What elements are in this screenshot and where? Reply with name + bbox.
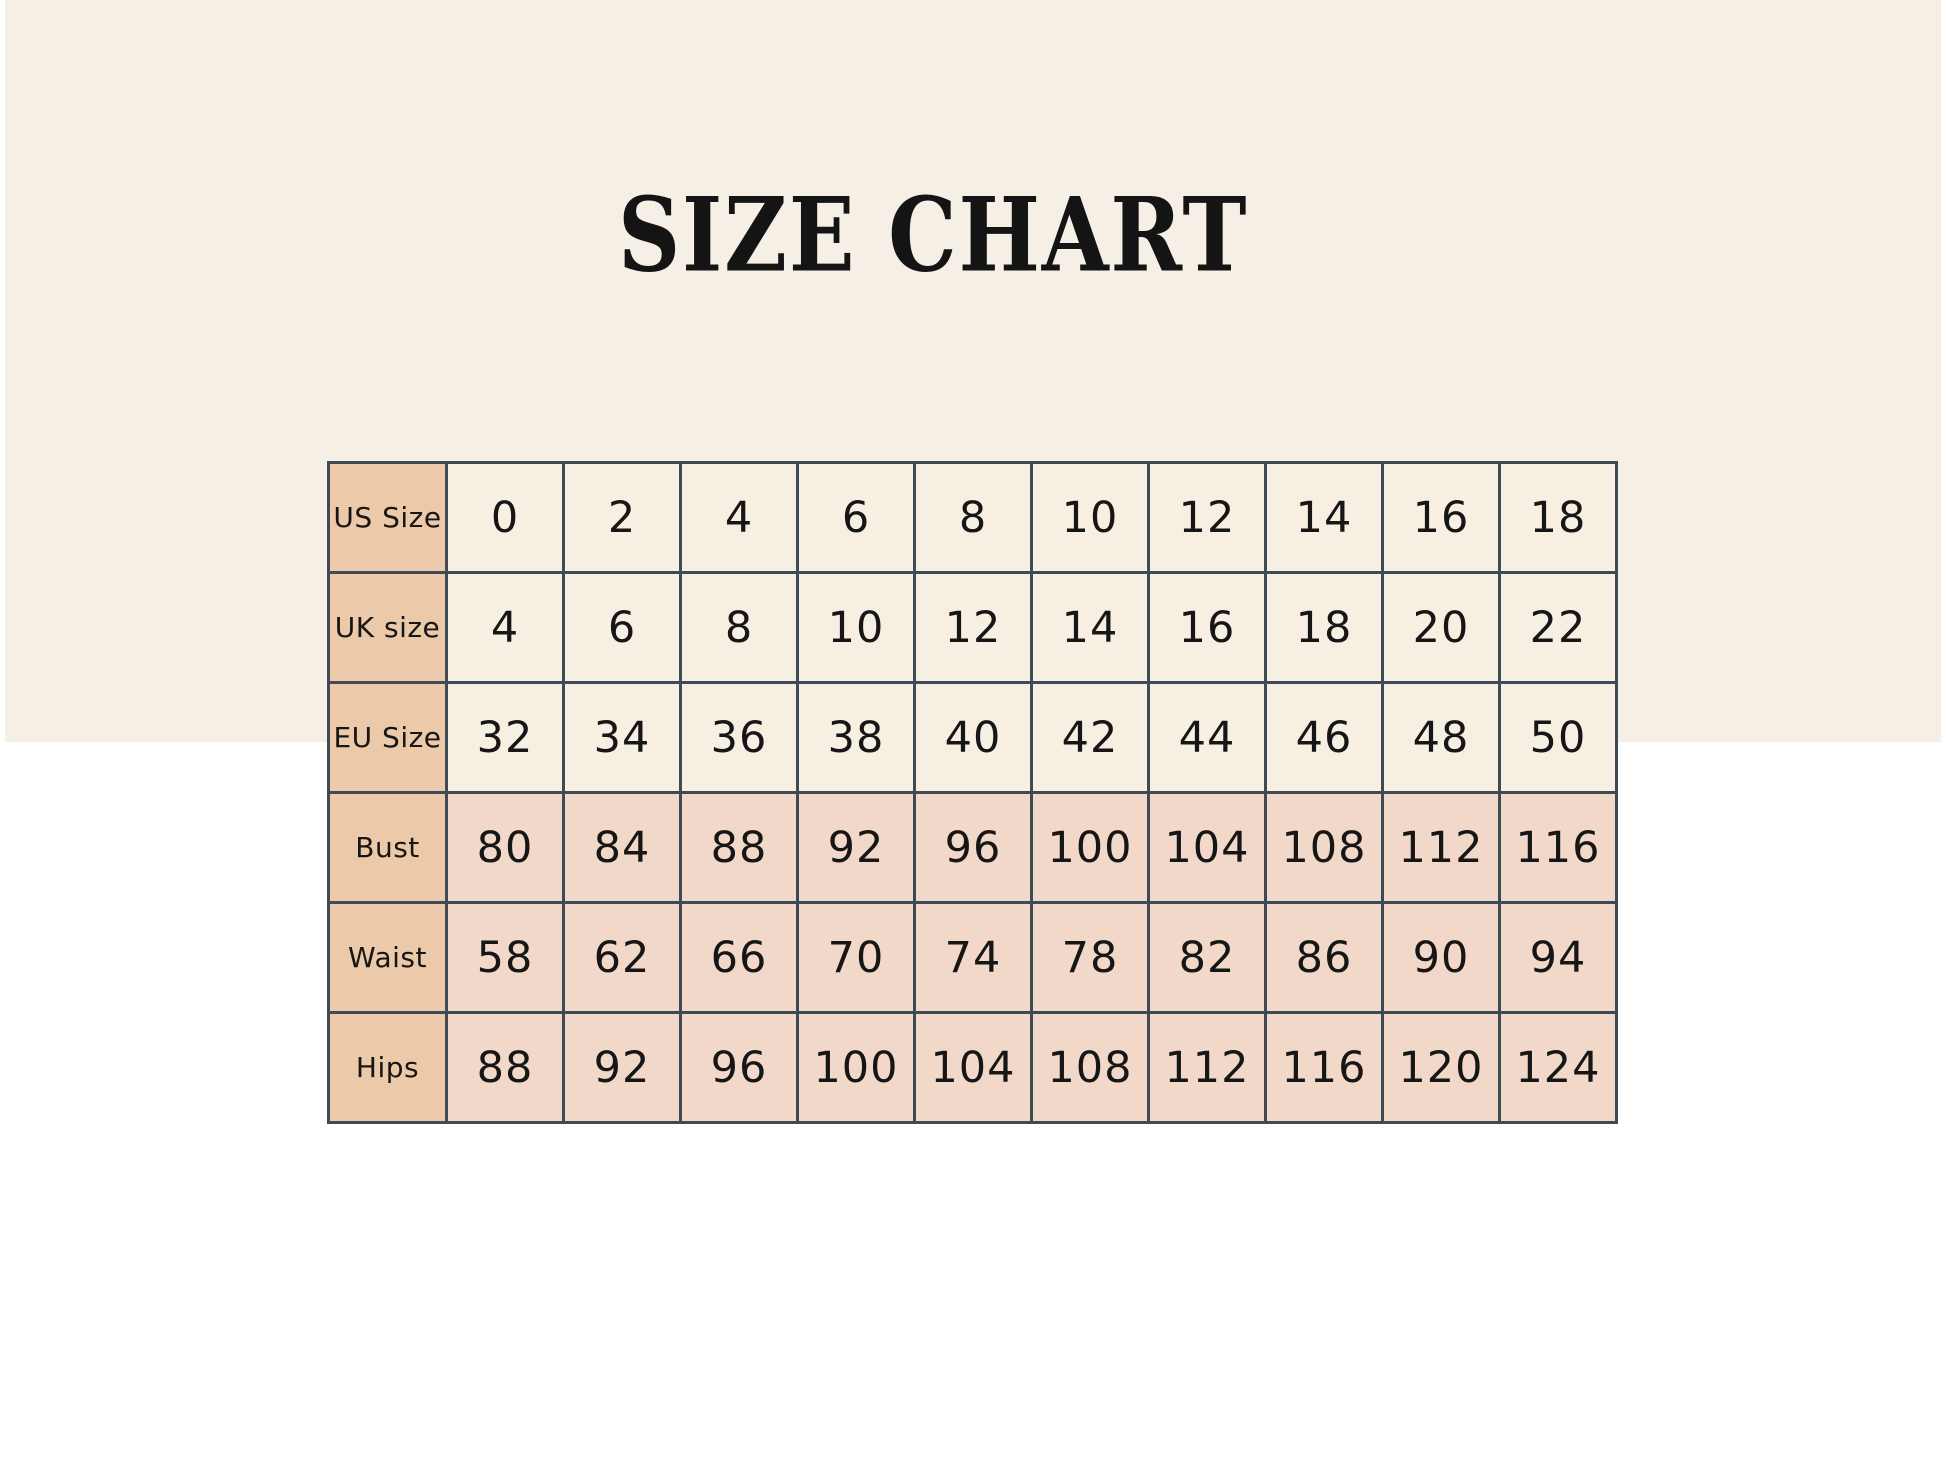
size-value-cell: 62: [562, 901, 682, 1014]
table-row-bust: Bust 80 84 88 92 96 100 104 108 112 116: [327, 791, 1618, 904]
size-value-cell: 18: [1264, 571, 1384, 684]
table-row-us-size: US Size 0 2 4 6 8 10 12 14 16 18: [327, 461, 1618, 574]
size-value-cell: 74: [913, 901, 1033, 1014]
page-title: SIZE CHART: [617, 175, 1249, 296]
size-value-cell: 6: [562, 571, 682, 684]
size-value-cell: 10: [1030, 461, 1150, 574]
row-header-cell: US Size: [327, 461, 448, 574]
size-value-cell: 92: [562, 1011, 682, 1124]
size-value-cell: 100: [1030, 791, 1150, 904]
size-value-cell: 112: [1381, 791, 1501, 904]
size-value-cell: 44: [1147, 681, 1267, 794]
size-value-cell: 20: [1381, 571, 1501, 684]
size-value-cell: 82: [1147, 901, 1267, 1014]
size-value-cell: 108: [1030, 1011, 1150, 1124]
table-row-uk-size: UK size 4 6 8 10 12 14 16 18 20 22: [327, 571, 1618, 684]
size-value-cell: 46: [1264, 681, 1384, 794]
size-value-cell: 48: [1381, 681, 1501, 794]
size-chart-table: US Size 0 2 4 6 8 10 12 14 16 18 UK size…: [327, 461, 1618, 1124]
size-value-cell: 40: [913, 681, 1033, 794]
size-value-cell: 84: [562, 791, 682, 904]
size-value-cell: 14: [1264, 461, 1384, 574]
size-value-cell: 8: [913, 461, 1033, 574]
size-value-cell: 80: [445, 791, 565, 904]
size-value-cell: 70: [796, 901, 916, 1014]
size-value-cell: 38: [796, 681, 916, 794]
size-value-cell: 10: [796, 571, 916, 684]
size-value-cell: 124: [1498, 1011, 1618, 1124]
row-header-cell: Hips: [327, 1011, 448, 1124]
size-value-cell: 78: [1030, 901, 1150, 1014]
size-value-cell: 34: [562, 681, 682, 794]
table-row-hips: Hips 88 92 96 100 104 108 112 116 120 12…: [327, 1011, 1618, 1124]
size-value-cell: 100: [796, 1011, 916, 1124]
size-value-cell: 2: [562, 461, 682, 574]
row-header-cell: UK size: [327, 571, 448, 684]
row-header-cell: Waist: [327, 901, 448, 1014]
size-value-cell: 88: [679, 791, 799, 904]
size-value-cell: 36: [679, 681, 799, 794]
size-value-cell: 0: [445, 461, 565, 574]
row-header-cell: Bust: [327, 791, 448, 904]
size-value-cell: 86: [1264, 901, 1384, 1014]
size-value-cell: 88: [445, 1011, 565, 1124]
size-value-cell: 104: [913, 1011, 1033, 1124]
size-value-cell: 32: [445, 681, 565, 794]
size-value-cell: 94: [1498, 901, 1618, 1014]
size-value-cell: 8: [679, 571, 799, 684]
size-value-cell: 14: [1030, 571, 1150, 684]
size-value-cell: 18: [1498, 461, 1618, 574]
size-value-cell: 96: [913, 791, 1033, 904]
size-value-cell: 108: [1264, 791, 1384, 904]
size-value-cell: 58: [445, 901, 565, 1014]
size-value-cell: 92: [796, 791, 916, 904]
size-value-cell: 90: [1381, 901, 1501, 1014]
size-value-cell: 104: [1147, 791, 1267, 904]
size-value-cell: 16: [1147, 571, 1267, 684]
size-value-cell: 4: [679, 461, 799, 574]
size-value-cell: 12: [913, 571, 1033, 684]
size-value-cell: 22: [1498, 571, 1618, 684]
size-value-cell: 96: [679, 1011, 799, 1124]
size-value-cell: 42: [1030, 681, 1150, 794]
size-value-cell: 66: [679, 901, 799, 1014]
table-row-waist: Waist 58 62 66 70 74 78 82 86 90 94: [327, 901, 1618, 1014]
size-value-cell: 50: [1498, 681, 1618, 794]
size-value-cell: 116: [1498, 791, 1618, 904]
row-header-cell: EU Size: [327, 681, 448, 794]
size-value-cell: 6: [796, 461, 916, 574]
size-value-cell: 4: [445, 571, 565, 684]
size-value-cell: 112: [1147, 1011, 1267, 1124]
size-value-cell: 120: [1381, 1011, 1501, 1124]
table-row-eu-size: EU Size 32 34 36 38 40 42 44 46 48 50: [327, 681, 1618, 794]
size-value-cell: 16: [1381, 461, 1501, 574]
title-container: SIZE CHART: [0, 184, 1866, 286]
size-value-cell: 12: [1147, 461, 1267, 574]
size-value-cell: 116: [1264, 1011, 1384, 1124]
